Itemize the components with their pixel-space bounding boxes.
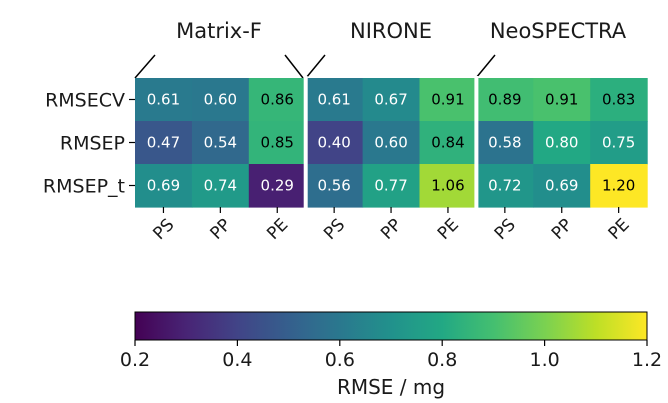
heatmap-cell: [191, 78, 250, 122]
heatmap-cell-label: 0.86: [261, 91, 294, 109]
group-label-matrix-f: Matrix-F: [176, 19, 262, 43]
heatmap-cell-label: 0.69: [147, 177, 180, 195]
heatmap-cell-label: 0.84: [431, 134, 464, 152]
heatmap-cell: [590, 78, 648, 122]
heatmap-cell: [533, 78, 591, 122]
heatmap-cell-label: 0.72: [488, 177, 521, 195]
heatmap-cell-label: 0.80: [545, 134, 578, 152]
colorbar-tick-label: 0.8: [427, 349, 457, 371]
colorbar-tick-label: 0.4: [222, 349, 252, 371]
colorbar-ticks: 0.2 0.4 0.6 0.8 1.0 1.2: [120, 340, 662, 371]
heatmap-cell: [305, 78, 364, 122]
group-bracket-line: [305, 54, 326, 79]
heatmap-cell-label: 0.74: [204, 177, 237, 195]
colorbar-label: RMSE / mg: [337, 375, 445, 399]
heatmap-cell: [248, 78, 307, 122]
heatmap-cell: [191, 164, 250, 208]
heatmap-cell-label: 0.60: [374, 134, 407, 152]
heatmap-cell: [476, 78, 534, 122]
heatmap-cell-label: 0.69: [545, 177, 578, 195]
heatmap-cell: [362, 121, 421, 165]
x-tick-label: PP: [548, 215, 577, 244]
y-axis: RMSECV RMSEP RMSEP_t: [43, 90, 135, 198]
x-tick-label: PE: [263, 215, 292, 244]
heatmap-cell-label: 0.61: [147, 91, 180, 109]
group-bracket-line: [284, 54, 304, 79]
heatmap-cell: [590, 121, 648, 165]
x-tick-label: PS: [491, 215, 520, 244]
x-tick-label: PE: [605, 215, 634, 244]
colorbar: 0.2 0.4 0.6 0.8 1.0 1.2 RMSE / mg: [120, 311, 662, 399]
heatmap-cell: [305, 164, 364, 208]
heatmap-cell-label: 0.58: [488, 134, 521, 152]
group-separators: [303, 76, 479, 209]
group-label-nirone: NIRONE: [350, 19, 432, 43]
colorbar-tick-label: 0.2: [120, 349, 150, 371]
heatmap-cell-label: 0.91: [431, 91, 464, 109]
heatmap-cell-label: 0.29: [261, 177, 294, 195]
x-tick-label: PP: [206, 215, 235, 244]
heatmap-cell: [419, 164, 477, 208]
x-tick-label: PE: [434, 215, 463, 244]
group-bracket-lines: [134, 54, 496, 79]
y-tick-label: RMSECV: [45, 90, 125, 112]
heatmap-cell-label: 0.91: [545, 91, 578, 109]
heatmap-cell-label: 0.54: [204, 134, 237, 152]
heatmap-cell-label: 0.67: [374, 91, 407, 109]
group-bracket-line: [475, 54, 496, 79]
colorbar-gradient: [134, 311, 648, 341]
x-axis: PS PP PE PS PP PE PS PP PE: [149, 207, 634, 244]
heatmap-cells: [135, 78, 648, 208]
heatmap-cell: [476, 121, 534, 165]
heatmap-cell: [191, 121, 250, 165]
y-tick-label: RMSEP: [60, 133, 125, 155]
heatmap-cell-label: 0.40: [317, 134, 350, 152]
heatmap-cell: [476, 164, 534, 208]
heatmap-cell-label: 1.20: [602, 177, 635, 195]
heatmap-cell: [419, 121, 477, 165]
heatmap-cell: [248, 164, 307, 208]
heatmap-cell: [362, 164, 421, 208]
heatmap-cell: [135, 78, 193, 122]
x-tick-label: PP: [377, 215, 406, 244]
heatmap-cell: [248, 121, 307, 165]
heatmap-cell-label: 0.83: [602, 91, 635, 109]
heatmap-cell: [533, 164, 591, 208]
heatmap-cell: [419, 78, 477, 122]
heatmap-cell-label: 0.89: [488, 91, 521, 109]
heatmap-cell: [362, 78, 421, 122]
y-tick-label: RMSEP_t: [43, 176, 125, 198]
heatmap-cell-labels: 0.61 0.60 0.86 0.61 0.67 0.91 0.89 0.91 0.83 0.47…: [147, 91, 636, 195]
heatmap-cell: [135, 164, 193, 208]
heatmap-cell: [135, 121, 193, 165]
heatmap-cell-label: 0.77: [374, 177, 407, 195]
heatmap-cell-label: 0.56: [317, 177, 350, 195]
heatmap-cell: [533, 121, 591, 165]
heatmap-cell: [305, 121, 364, 165]
group-labels: Matrix-F NIRONE NeoSPECTRA: [176, 19, 627, 43]
heatmap-cell-label: 1.06: [431, 177, 464, 195]
x-tick-label: PS: [320, 215, 349, 244]
heatmap-cell-label: 0.61: [317, 91, 350, 109]
colorbar-tick-label: 1.2: [632, 349, 662, 371]
group-bracket-line: [134, 54, 156, 79]
heatmap-cell: [590, 164, 648, 208]
colorbar-tick-label: 1.0: [529, 349, 559, 371]
heatmap-cell-label: 0.60: [204, 91, 237, 109]
heatmap-cell-label: 0.75: [602, 134, 635, 152]
heatmap-cell-label: 0.47: [147, 134, 180, 152]
group-label-neospectra: NeoSPECTRA: [490, 19, 627, 43]
colorbar-tick-label: 0.6: [325, 349, 355, 371]
x-tick-label: PS: [149, 215, 178, 244]
heatmap-cell-label: 0.85: [261, 134, 294, 152]
